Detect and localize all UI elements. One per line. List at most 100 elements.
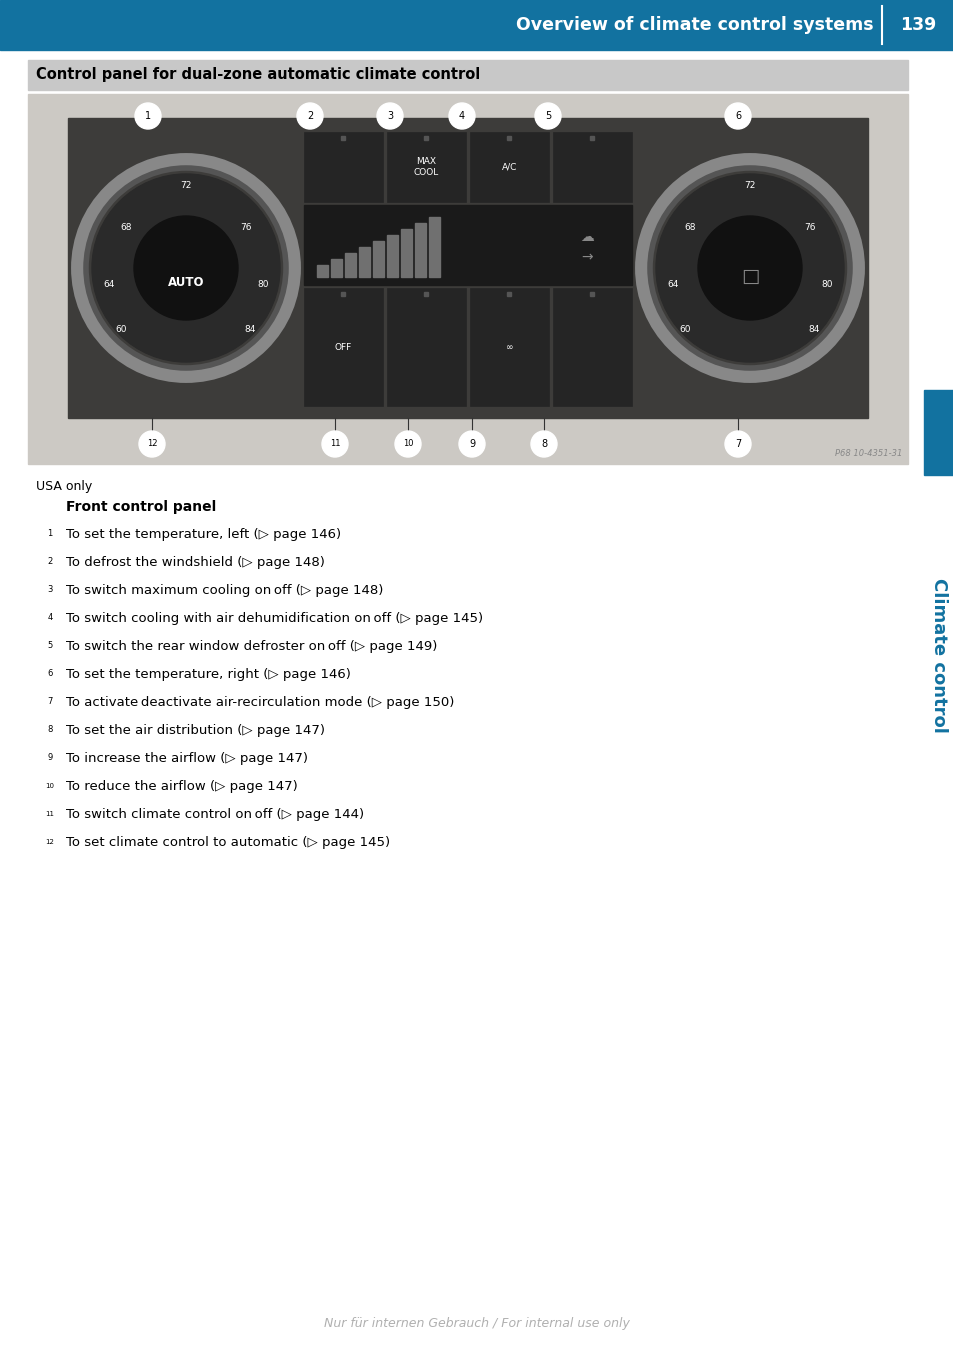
- Text: To reduce the airflow (▷ page 147): To reduce the airflow (▷ page 147): [66, 780, 297, 793]
- Text: MAX
COOL: MAX COOL: [414, 157, 438, 177]
- Text: To set climate control to automatic (▷ page 145): To set climate control to automatic (▷ p…: [66, 835, 390, 849]
- Circle shape: [91, 175, 280, 362]
- Text: 60: 60: [679, 325, 691, 334]
- Bar: [0, 0, 953, 50]
- Text: 9: 9: [469, 439, 475, 450]
- Text: A/C: A/C: [501, 162, 517, 172]
- Circle shape: [724, 431, 750, 458]
- Text: 6: 6: [48, 669, 52, 678]
- Bar: [28, 60, 907, 89]
- Text: 84: 84: [245, 325, 256, 334]
- Text: To defrost the windshield (▷ page 148): To defrost the windshield (▷ page 148): [66, 556, 325, 569]
- Text: OFF: OFF: [335, 343, 352, 352]
- Text: 11: 11: [330, 440, 340, 448]
- Circle shape: [535, 103, 560, 129]
- Text: Climate control: Climate control: [929, 578, 947, 733]
- Text: 60: 60: [115, 325, 127, 334]
- Circle shape: [139, 431, 165, 458]
- Circle shape: [41, 525, 59, 543]
- Circle shape: [296, 103, 323, 129]
- Bar: [470, 288, 548, 406]
- Circle shape: [698, 217, 801, 320]
- Text: AUTO: AUTO: [168, 275, 204, 288]
- Text: 8: 8: [540, 439, 546, 450]
- Text: 1: 1: [48, 529, 52, 539]
- Bar: [387, 236, 397, 278]
- Text: □: □: [740, 267, 759, 286]
- Bar: [304, 131, 382, 202]
- Text: 12: 12: [147, 440, 157, 448]
- Text: P68 10-4351-31: P68 10-4351-31: [834, 450, 901, 458]
- Text: To increase the airflow (▷ page 147): To increase the airflow (▷ page 147): [66, 751, 308, 765]
- Text: 7: 7: [734, 439, 740, 450]
- Circle shape: [724, 103, 750, 129]
- Text: 12: 12: [46, 839, 54, 845]
- Circle shape: [322, 431, 348, 458]
- Circle shape: [91, 175, 280, 362]
- Text: 68: 68: [683, 222, 695, 232]
- Bar: [387, 131, 465, 202]
- Text: 76: 76: [240, 222, 252, 232]
- Text: 3: 3: [387, 111, 393, 121]
- Text: Front control panel: Front control panel: [66, 500, 216, 515]
- Circle shape: [41, 833, 59, 852]
- Text: 76: 76: [803, 222, 815, 232]
- Text: ☁: ☁: [579, 230, 594, 244]
- Text: ∞: ∞: [505, 343, 513, 352]
- Circle shape: [41, 609, 59, 627]
- Text: 1: 1: [145, 111, 151, 121]
- Text: To switch the rear window defroster on off (▷ page 149): To switch the rear window defroster on o…: [66, 640, 436, 653]
- Circle shape: [41, 777, 59, 795]
- Text: 9: 9: [48, 753, 52, 762]
- Circle shape: [656, 175, 843, 362]
- Bar: [923, 390, 953, 475]
- Text: Overview of climate control systems: Overview of climate control systems: [516, 16, 873, 34]
- Bar: [304, 288, 382, 406]
- Circle shape: [41, 552, 59, 571]
- Text: USA only: USA only: [36, 481, 92, 493]
- Circle shape: [41, 636, 59, 655]
- Bar: [28, 93, 907, 464]
- Bar: [553, 131, 631, 202]
- Text: To switch cooling with air dehumidification on off (▷ page 145): To switch cooling with air dehumidificat…: [66, 612, 482, 626]
- Bar: [373, 241, 384, 278]
- Text: Control panel for dual-zone automatic climate control: Control panel for dual-zone automatic cl…: [36, 68, 479, 83]
- Text: 11: 11: [46, 811, 54, 816]
- Bar: [553, 288, 631, 406]
- Circle shape: [656, 175, 843, 362]
- Text: 64: 64: [666, 280, 678, 288]
- Text: To set the temperature, left (▷ page 146): To set the temperature, left (▷ page 146…: [66, 528, 341, 542]
- Bar: [331, 259, 341, 278]
- Circle shape: [449, 103, 475, 129]
- Text: 8: 8: [48, 726, 52, 734]
- Text: Nur für internen Gebrauch / For internal use only: Nur für internen Gebrauch / For internal…: [324, 1317, 629, 1331]
- Circle shape: [135, 103, 161, 129]
- Text: 139: 139: [899, 16, 935, 34]
- Text: 72: 72: [743, 181, 755, 191]
- Text: 2: 2: [48, 558, 52, 566]
- Text: 80: 80: [257, 280, 269, 288]
- Text: 4: 4: [458, 111, 464, 121]
- Circle shape: [133, 217, 237, 320]
- Bar: [345, 253, 355, 278]
- Bar: [304, 204, 631, 284]
- Circle shape: [458, 431, 484, 458]
- Bar: [415, 223, 426, 278]
- Text: To switch maximum cooling on off (▷ page 148): To switch maximum cooling on off (▷ page…: [66, 584, 383, 597]
- Circle shape: [41, 665, 59, 682]
- Bar: [316, 265, 328, 278]
- Text: 68: 68: [120, 222, 132, 232]
- Bar: [358, 246, 370, 278]
- Text: 6: 6: [734, 111, 740, 121]
- Text: To activate deactivate air-recirculation mode (▷ page 150): To activate deactivate air-recirculation…: [66, 696, 454, 709]
- Text: To set the temperature, right (▷ page 146): To set the temperature, right (▷ page 14…: [66, 668, 351, 681]
- Text: 2: 2: [307, 111, 313, 121]
- Bar: [429, 217, 439, 278]
- Bar: [470, 131, 548, 202]
- Text: To set the air distribution (▷ page 147): To set the air distribution (▷ page 147): [66, 724, 325, 737]
- Circle shape: [41, 749, 59, 766]
- Circle shape: [41, 693, 59, 711]
- Text: 4: 4: [48, 613, 52, 623]
- Circle shape: [376, 103, 402, 129]
- Bar: [387, 288, 465, 406]
